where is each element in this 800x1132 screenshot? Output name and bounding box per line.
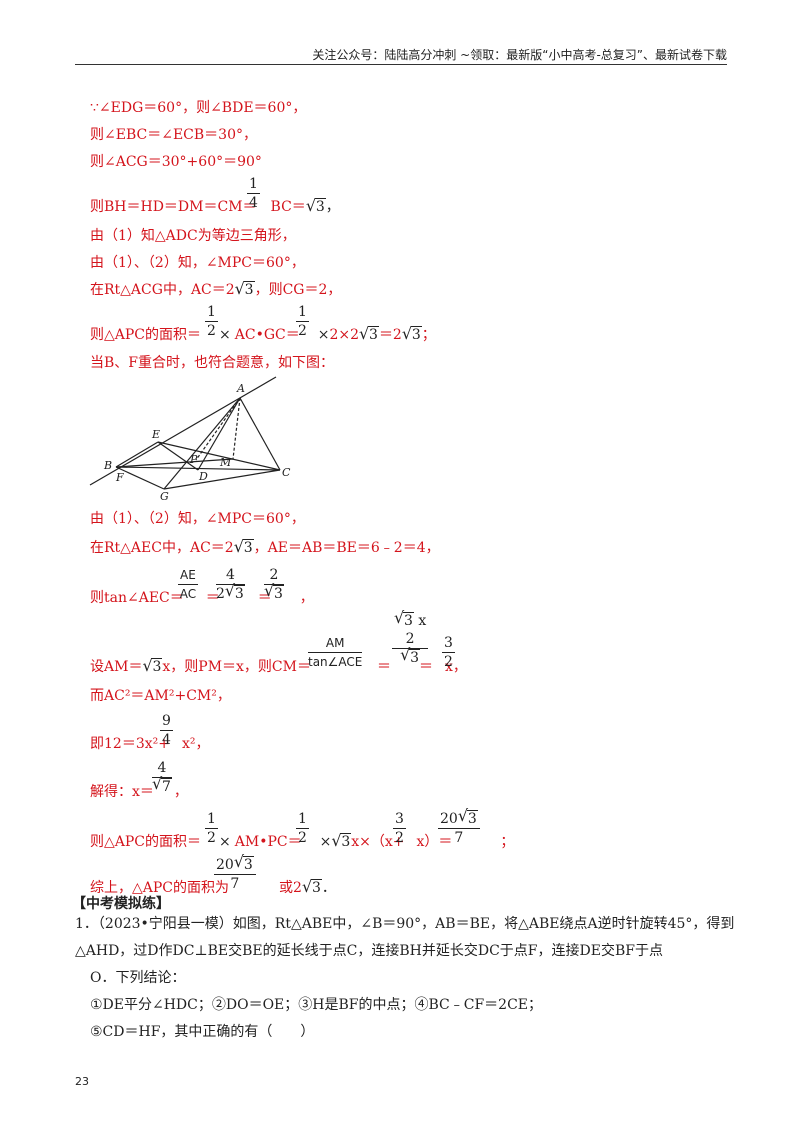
line-eb bbox=[115, 441, 159, 468]
label-c: C bbox=[282, 466, 291, 479]
line-ac bbox=[239, 397, 281, 471]
sqrt: 3 bbox=[302, 877, 322, 896]
question-line-3: O．下列结论： bbox=[90, 970, 186, 986]
solution-line-13: 设AM＝3x，则PM＝x，则CM＝＝＝x， bbox=[90, 656, 467, 676]
text: 则BH＝HD＝DM＝CM＝ bbox=[90, 199, 257, 215]
line-bg bbox=[115, 466, 165, 490]
solution-line-10: 由（1）、（2）知，∠MPC＝60°， bbox=[90, 511, 305, 527]
sqrt: 3 bbox=[234, 537, 254, 556]
line-ec bbox=[157, 441, 281, 471]
solution-line-7: 在Rt△ACG中，AC＝23，则CG＝2， bbox=[90, 279, 341, 299]
question-line-2: △AHD，过D作DC⊥BE交BE的延长线于点C，连接BH并延长交DC于点F，连接… bbox=[75, 943, 663, 959]
label-f: F bbox=[115, 471, 124, 484]
solution-line-2: 则∠EBC＝∠ECB＝30°， bbox=[90, 127, 257, 143]
label-m: M bbox=[219, 456, 232, 469]
solution-line-9: 当B、F重合时，也符合题意，如下图： bbox=[90, 355, 335, 371]
solution-line-11: 在Rt△AEC中，AC＝23，AE＝AB＝BE＝6﹣2＝4， bbox=[90, 537, 440, 557]
solution-line-17: 则△APC的面积＝×AM•PC＝×3x×（x+x）＝； bbox=[90, 831, 514, 851]
label-a: A bbox=[236, 382, 245, 395]
question-line-4: ①DE平分∠HDC；②DO＝OE；③H是BF的中点；④BC﹣CF＝2CE； bbox=[90, 997, 543, 1013]
solution-line-1: ∵∠EDG＝60°，则∠BDE＝60°， bbox=[90, 100, 307, 116]
label-e: E bbox=[151, 428, 160, 441]
page-number: 23 bbox=[75, 1075, 89, 1088]
line-ed bbox=[157, 441, 199, 471]
line-ad bbox=[197, 397, 241, 471]
question-line-1: 1．（2023•宁阳县一模）如图，Rt△ABE中，∠B＝90°，AB＝BE，将△… bbox=[75, 916, 735, 932]
header-text: 关注公众号：陆陆高分冲刺 ~领取：最新版“小中高考-总复习”、最新试卷下载 bbox=[312, 48, 727, 62]
solution-line-15: 即12＝3x²+ x²， bbox=[90, 736, 210, 752]
line-bm bbox=[115, 458, 234, 468]
solution-line-14: 而AC²＝AM²+CM²， bbox=[90, 688, 231, 704]
line-ag bbox=[163, 397, 241, 490]
solution-line-6: 由（1）、（2）知，∠MPC＝60°， bbox=[90, 255, 305, 271]
sqrt: 3 bbox=[402, 324, 422, 343]
page-header: 关注公众号：陆陆高分冲刺 ~领取：最新版“小中高考-总复习”、最新试卷下载 bbox=[75, 44, 727, 65]
fraction-sqrt3x-2-over-sqrt3: 3 x 2 3 bbox=[392, 609, 429, 667]
sqrt: 3 bbox=[306, 196, 326, 215]
fraction-4-sqrt7: 47 bbox=[152, 759, 172, 796]
dashed-ap bbox=[195, 397, 241, 461]
solution-line-5: 由（1）知△ADC为等边三角形， bbox=[90, 228, 296, 244]
fraction-20sqrt3-7-b: 2037 bbox=[214, 853, 256, 893]
solution-line-16: 解得：x＝， bbox=[90, 784, 188, 800]
label-p: P bbox=[189, 453, 198, 466]
fraction-am-tan: AM tan∠ACE bbox=[308, 636, 363, 669]
solution-line-3: 则∠ACG＝30°+60°＝90° bbox=[90, 154, 262, 170]
fraction-4-2sqrt3: 423 bbox=[216, 566, 245, 603]
sqrt: 3 bbox=[331, 831, 352, 850]
line-bc bbox=[115, 466, 281, 471]
sqrt: 3 bbox=[142, 656, 163, 675]
sqrt: 3 bbox=[235, 279, 255, 298]
label-b: B bbox=[103, 459, 112, 472]
sqrt: 3 bbox=[359, 324, 379, 343]
text: BC＝ bbox=[270, 199, 306, 215]
geometry-figure: A E B F P M D C G bbox=[89, 376, 291, 503]
fraction-2-sqrt3: 23 bbox=[264, 566, 284, 603]
fraction-ae-ac: AE AC bbox=[178, 568, 198, 601]
label-d: D bbox=[198, 470, 208, 483]
solution-line-18: 综上，△APC的面积为或23． bbox=[90, 877, 336, 897]
section-title: 【中考模拟练】 bbox=[72, 896, 170, 912]
solution-line-8: 则△APC的面积＝×AC•GC＝×2×23＝23； bbox=[90, 324, 436, 344]
fraction-20sqrt3-7: 2037 bbox=[438, 807, 480, 847]
question-line-5: ⑤CD＝HF，其中正确的有（ ） bbox=[90, 1024, 315, 1040]
dashed-am bbox=[232, 397, 241, 460]
label-g: G bbox=[160, 490, 169, 503]
solution-line-4: 则BH＝HD＝DM＝CM＝BC＝3， bbox=[90, 196, 340, 216]
line-gc bbox=[163, 469, 281, 490]
